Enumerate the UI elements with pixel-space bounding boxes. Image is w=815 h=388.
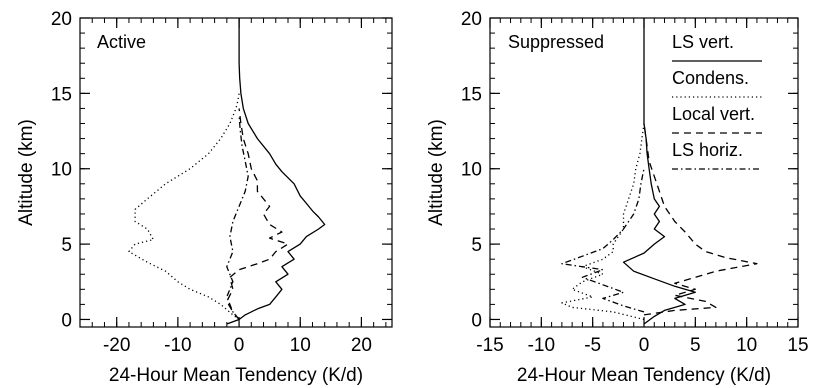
plot-frame xyxy=(79,17,393,328)
legend-label: Condens. xyxy=(672,68,749,88)
y-tick-label: 10 xyxy=(461,160,482,181)
y-tick-label: 15 xyxy=(461,84,482,105)
x-tick-label: 5 xyxy=(690,335,701,356)
series-line-dotted xyxy=(128,93,240,321)
y-axis-label: Altitude (km) xyxy=(16,119,37,226)
panel-suppressed: -15 -10 -5 0 5 10 15 0 5 10 15 20 24-Hour Mean Tende… xyxy=(426,9,809,386)
x-axis-label: 24-Hour Mean Tendency (K/d) xyxy=(109,365,363,386)
legend-label: Local vert. xyxy=(672,104,755,124)
series-line-dotted xyxy=(561,123,645,321)
x-tick-label: 0 xyxy=(234,335,245,356)
y-tick-label: 15 xyxy=(51,84,72,105)
panel-label: Suppressed xyxy=(508,32,604,52)
y-tick-label: 5 xyxy=(61,235,72,256)
panel-active: -20 -10 0 10 20 0 5 10 15 20 24-Hour Mean Tendency… xyxy=(16,9,393,386)
x-tick-label: 10 xyxy=(736,335,757,356)
y-tick-label: 0 xyxy=(61,310,72,331)
x-tick-label: -20 xyxy=(103,335,130,356)
x-tick-label: -15 xyxy=(476,335,503,356)
x-tick-label: 10 xyxy=(290,335,311,356)
y-tick-label: 10 xyxy=(51,160,72,181)
series-line-dashed xyxy=(226,108,289,320)
series-line-solid xyxy=(622,18,696,325)
series-line-dashdot xyxy=(561,168,645,313)
series-line-dashdot xyxy=(226,115,249,320)
y-axis-label: Altitude (km) xyxy=(426,119,447,226)
legend-label: LS vert. xyxy=(672,32,734,52)
x-tick-label: -5 xyxy=(584,335,601,356)
y-tick-label: 20 xyxy=(51,9,72,30)
legend-label: LS horiz. xyxy=(672,140,743,160)
x-tick-label: 15 xyxy=(787,335,808,356)
x-axis-label: 24-Hour Mean Tendency (K/d) xyxy=(517,365,771,386)
x-tick-label: -10 xyxy=(164,335,191,356)
x-tick-label: 0 xyxy=(639,335,650,356)
panel-label: Active xyxy=(97,32,146,52)
y-tick-label: 5 xyxy=(471,235,482,256)
x-tick-label: 20 xyxy=(351,335,372,356)
y-tick-label: 20 xyxy=(461,9,482,30)
x-tick-label: -10 xyxy=(528,335,555,356)
y-tick-label: 0 xyxy=(471,310,482,331)
series-line-solid xyxy=(226,18,326,325)
